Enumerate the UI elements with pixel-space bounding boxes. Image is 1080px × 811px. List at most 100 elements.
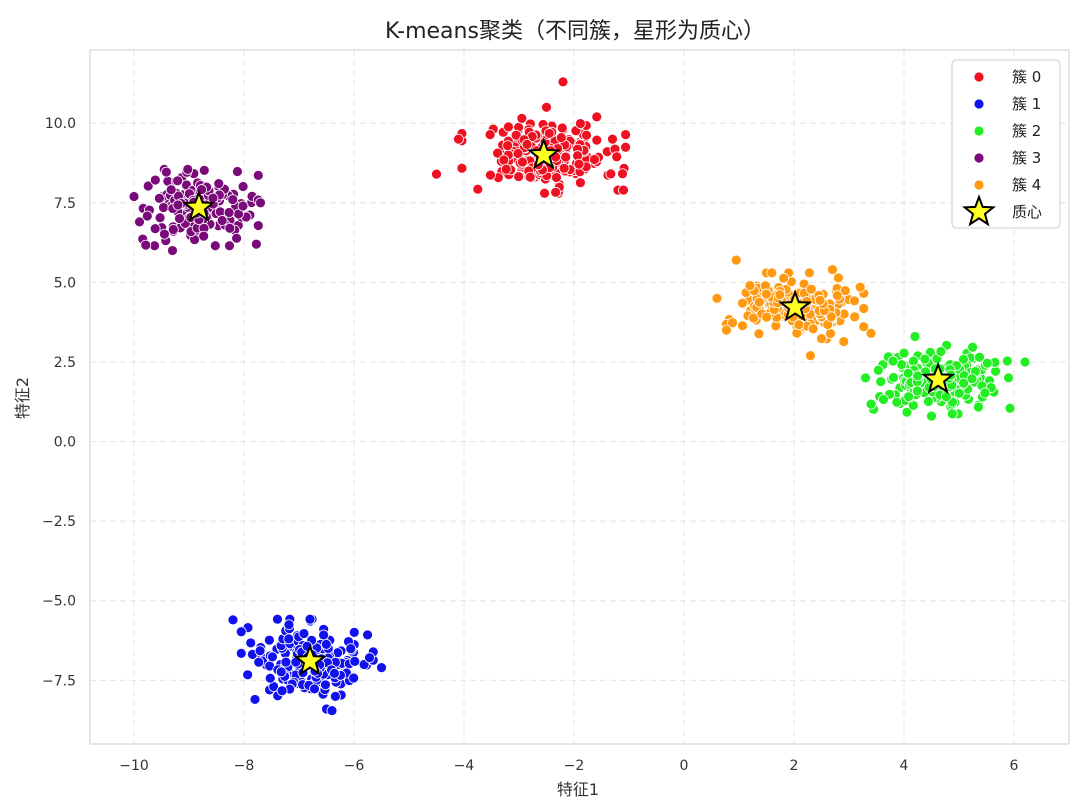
data-point <box>958 353 969 365</box>
data-point <box>935 346 947 357</box>
data-point <box>912 370 924 382</box>
y-tick-label: −5.0 <box>42 594 76 610</box>
data-point <box>172 175 184 187</box>
data-point <box>753 328 765 340</box>
x-tick-label: −4 <box>454 758 475 774</box>
data-point <box>198 230 210 242</box>
data-point <box>267 651 278 663</box>
data-point <box>165 184 177 196</box>
data-point <box>541 101 552 113</box>
data-point <box>149 174 161 186</box>
data-point <box>953 387 965 399</box>
data-point <box>607 133 618 145</box>
data-point <box>839 285 851 296</box>
data-point <box>575 177 586 189</box>
data-point <box>223 207 235 218</box>
y-axis-label: 特征2 <box>13 377 32 419</box>
data-point <box>981 357 993 369</box>
data-point <box>517 156 528 168</box>
data-point <box>849 311 861 323</box>
data-point <box>923 396 934 407</box>
y-tick-label: 10.0 <box>45 116 76 132</box>
data-point <box>589 154 600 165</box>
data-point <box>753 296 765 308</box>
data-point <box>348 626 360 638</box>
data-point <box>618 184 629 196</box>
data-point <box>617 168 628 180</box>
data-point <box>272 613 283 625</box>
data-point <box>1019 356 1031 368</box>
data-point <box>721 324 732 336</box>
x-tick-label: −10 <box>119 758 149 774</box>
data-point <box>364 652 375 664</box>
data-point <box>198 164 210 176</box>
data-point <box>348 672 360 684</box>
data-point <box>249 694 261 705</box>
centroid-markers <box>181 137 956 676</box>
data-point <box>550 186 562 198</box>
data-point <box>827 264 838 276</box>
data-point <box>854 281 866 293</box>
data-point <box>1001 355 1013 367</box>
x-tick-label: 4 <box>900 758 909 774</box>
data-point <box>620 141 631 153</box>
data-point <box>875 376 887 387</box>
data-point <box>558 162 570 174</box>
data-point <box>510 129 522 141</box>
legend-marker <box>973 179 985 191</box>
data-point <box>551 172 562 183</box>
data-point <box>167 245 178 256</box>
legend-marker <box>973 125 985 137</box>
data-point <box>979 387 991 399</box>
data-point <box>727 317 738 329</box>
legend-box <box>951 59 1061 229</box>
data-point <box>182 163 194 175</box>
data-point <box>891 396 903 408</box>
data-point <box>283 619 295 631</box>
data-point <box>849 295 860 307</box>
x-tick-label: −6 <box>344 758 365 774</box>
data-point <box>816 333 827 344</box>
data-point <box>858 303 870 314</box>
data-point <box>620 129 631 140</box>
data-point <box>318 629 330 641</box>
data-point <box>309 683 320 695</box>
data-point <box>160 166 172 178</box>
y-tick-label: 7.5 <box>54 196 76 212</box>
data-point <box>865 327 877 339</box>
data-point <box>224 240 235 252</box>
data-point <box>140 239 152 251</box>
data-point <box>326 705 338 716</box>
data-point <box>858 321 870 333</box>
legend-centroid-marker <box>962 194 996 227</box>
data-point <box>573 158 585 170</box>
data-point <box>555 132 567 143</box>
data-point <box>560 151 572 163</box>
data-point <box>958 377 970 389</box>
data-point <box>502 140 514 152</box>
data-point <box>805 283 817 295</box>
data-point <box>730 254 742 266</box>
data-point <box>940 391 952 402</box>
data-point <box>209 240 221 252</box>
data-point <box>888 372 899 383</box>
data-point <box>974 351 985 363</box>
data-point <box>766 267 778 279</box>
x-tick-label: 2 <box>790 758 799 774</box>
data-point <box>349 656 361 667</box>
centroid-star-3 <box>181 189 216 223</box>
legend-label: 簇 0 <box>1012 68 1041 86</box>
legend-marker <box>973 71 985 83</box>
data-point <box>831 290 843 302</box>
data-point <box>865 398 877 410</box>
data-point <box>154 212 166 224</box>
x-tick-label: 0 <box>680 758 689 774</box>
data-point <box>242 669 254 681</box>
centroid-star-2 <box>921 361 956 394</box>
data-point <box>793 319 805 331</box>
data-point <box>250 238 262 250</box>
chart-title: K-means聚类（不同簇，星形为质心） <box>385 19 765 44</box>
x-tick-label: −2 <box>564 758 585 774</box>
data-point <box>973 401 984 413</box>
